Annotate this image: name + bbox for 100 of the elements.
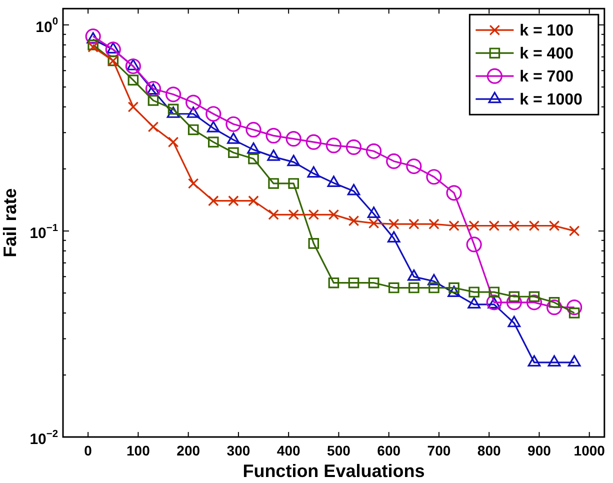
point — [468, 297, 480, 308]
point — [165, 86, 182, 102]
point — [88, 39, 98, 50]
point — [407, 269, 420, 281]
point — [85, 28, 101, 44]
point — [268, 178, 279, 189]
point — [148, 121, 159, 132]
point — [105, 42, 121, 58]
point — [266, 128, 282, 144]
point — [346, 139, 362, 155]
point — [206, 120, 220, 132]
point — [388, 282, 400, 294]
point — [506, 294, 522, 310]
point — [566, 300, 582, 316]
point — [308, 209, 320, 220]
point — [227, 132, 240, 144]
point — [367, 206, 380, 218]
point — [526, 294, 542, 310]
point — [307, 166, 320, 178]
point — [186, 106, 200, 118]
legend-label: k = 100 — [520, 22, 574, 40]
point — [148, 95, 159, 106]
point — [208, 136, 219, 148]
point — [308, 238, 320, 249]
point — [246, 122, 262, 138]
point — [488, 286, 500, 298]
point — [366, 143, 382, 159]
point — [288, 178, 299, 189]
point — [208, 195, 219, 206]
point — [106, 42, 120, 54]
point — [328, 277, 340, 288]
legend-label: k = 700 — [520, 68, 574, 86]
point — [428, 274, 440, 286]
point — [88, 42, 98, 53]
point — [168, 104, 179, 115]
point — [548, 220, 560, 232]
point — [428, 218, 440, 230]
x-tick-label: 300 — [226, 442, 250, 458]
point — [386, 153, 402, 170]
x-tick-label: 1000 — [574, 442, 606, 458]
point — [448, 286, 460, 298]
point — [348, 277, 360, 288]
point — [86, 32, 100, 44]
point — [448, 220, 460, 232]
point — [387, 231, 400, 242]
point — [508, 220, 520, 232]
point — [426, 169, 442, 185]
point — [166, 106, 180, 118]
point — [206, 106, 222, 122]
x-tick-label: 700 — [427, 442, 451, 458]
point — [248, 153, 259, 164]
point — [268, 209, 279, 220]
point — [546, 300, 562, 316]
point — [388, 218, 400, 230]
x-tick-label: 100 — [126, 442, 150, 458]
point — [228, 195, 239, 206]
point — [188, 124, 199, 136]
point — [326, 138, 342, 154]
point — [248, 195, 259, 206]
point — [327, 176, 340, 187]
x-tick-label: 200 — [176, 442, 200, 458]
point — [468, 286, 480, 298]
point — [406, 158, 422, 174]
point — [226, 116, 242, 132]
point — [128, 102, 139, 112]
point — [128, 74, 139, 86]
x-tick-label: 400 — [276, 442, 300, 458]
point — [528, 355, 541, 367]
point — [368, 277, 380, 288]
point — [508, 316, 521, 328]
point — [468, 220, 480, 232]
x-tick-label: 600 — [377, 442, 401, 458]
x-tick-label: 500 — [327, 442, 351, 458]
point — [528, 220, 540, 232]
point — [568, 226, 580, 236]
point — [348, 215, 360, 226]
point — [466, 236, 482, 252]
point — [428, 282, 440, 294]
legend-label: k = 400 — [520, 46, 574, 63]
point — [228, 147, 239, 158]
point — [408, 218, 420, 230]
point — [408, 282, 420, 294]
point — [568, 355, 581, 367]
point — [446, 185, 462, 201]
point — [306, 134, 322, 150]
y-axis-title: Fail rate — [0, 188, 20, 258]
x-tick-label: 800 — [477, 442, 501, 458]
point — [488, 220, 500, 232]
point — [287, 154, 300, 166]
x-axis-title: Function Evaluations — [242, 461, 425, 482]
x-tick-label: 900 — [528, 442, 552, 458]
legend-label: k = 1000 — [520, 92, 582, 109]
point — [288, 209, 299, 220]
point — [125, 58, 141, 74]
point — [347, 184, 360, 196]
point — [368, 218, 380, 229]
point — [186, 94, 202, 110]
point — [168, 136, 179, 148]
point — [286, 131, 302, 147]
point — [247, 142, 260, 154]
